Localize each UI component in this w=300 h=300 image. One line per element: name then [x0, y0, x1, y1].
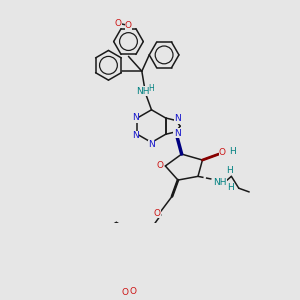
Text: H: H	[226, 166, 233, 175]
Text: N: N	[175, 114, 181, 123]
Text: O: O	[154, 209, 161, 218]
Text: N: N	[174, 129, 181, 138]
Text: N: N	[132, 131, 139, 140]
Text: NH: NH	[136, 87, 149, 96]
Text: O: O	[125, 21, 132, 30]
Text: O: O	[129, 287, 136, 296]
Text: H: H	[148, 84, 154, 93]
Text: O: O	[219, 148, 226, 157]
Text: O: O	[157, 161, 164, 170]
Text: O: O	[115, 19, 122, 28]
Text: H: H	[229, 147, 236, 156]
Text: N: N	[132, 113, 139, 122]
Text: O: O	[122, 288, 129, 297]
Text: N: N	[148, 140, 155, 149]
Text: NH: NH	[214, 178, 227, 187]
Text: H: H	[227, 183, 234, 192]
